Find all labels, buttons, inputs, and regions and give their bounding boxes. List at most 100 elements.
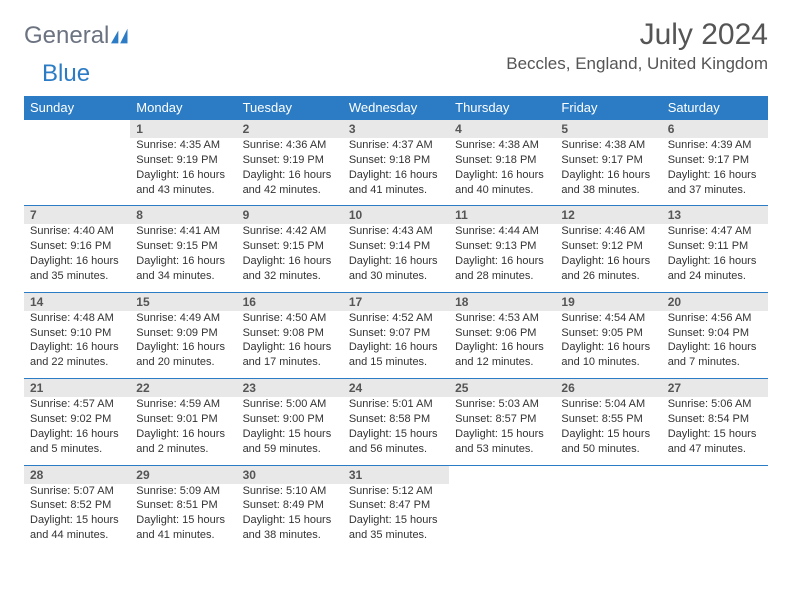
day-cell: Sunrise: 4:41 AMSunset: 9:15 PMDaylight:… [130,224,236,292]
day-cell: Sunrise: 4:48 AMSunset: 9:10 PMDaylight:… [24,311,130,379]
sunset-line: Sunset: 9:19 PM [136,153,230,168]
sunset-line: Sunset: 9:13 PM [455,239,549,254]
sunset-line: Sunset: 8:54 PM [668,412,762,427]
day-number: 14 [24,292,130,311]
day-info-row: Sunrise: 5:07 AMSunset: 8:52 PMDaylight:… [24,484,768,551]
daylight-line: Daylight: 15 hours and 53 minutes. [455,427,549,457]
sunset-line: Sunset: 8:57 PM [455,412,549,427]
sunrise-line: Sunrise: 4:41 AM [136,224,230,239]
day-number: 24 [343,379,449,398]
day-header: Friday [555,96,661,120]
logo-text-1: General [24,22,109,50]
day-number: 13 [662,206,768,225]
day-header: Thursday [449,96,555,120]
daylight-line: Daylight: 15 hours and 38 minutes. [243,513,337,543]
day-number: 20 [662,292,768,311]
sunset-line: Sunset: 8:58 PM [349,412,443,427]
sunrise-line: Sunrise: 4:59 AM [136,397,230,412]
day-info-row: Sunrise: 4:40 AMSunset: 9:16 PMDaylight:… [24,224,768,292]
sunrise-line: Sunrise: 4:38 AM [455,138,549,153]
day-cell: Sunrise: 4:44 AMSunset: 9:13 PMDaylight:… [449,224,555,292]
daylight-line: Daylight: 16 hours and 41 minutes. [349,168,443,198]
sunset-line: Sunset: 9:01 PM [136,412,230,427]
day-number-row: 21222324252627 [24,379,768,398]
sunset-line: Sunset: 9:11 PM [668,239,762,254]
day-number: 3 [343,120,449,139]
calendar-table: SundayMondayTuesdayWednesdayThursdayFrid… [24,96,768,551]
sunset-line: Sunset: 9:04 PM [668,326,762,341]
day-header-row: SundayMondayTuesdayWednesdayThursdayFrid… [24,96,768,120]
sunrise-line: Sunrise: 5:07 AM [30,484,124,499]
daylight-line: Daylight: 16 hours and 10 minutes. [561,340,655,370]
day-cell: Sunrise: 5:09 AMSunset: 8:51 PMDaylight:… [130,484,236,551]
sunrise-line: Sunrise: 5:01 AM [349,397,443,412]
title-block: July 2024 Beccles, England, United Kingd… [506,18,768,74]
sunset-line: Sunset: 8:55 PM [561,412,655,427]
day-cell: Sunrise: 4:53 AMSunset: 9:06 PMDaylight:… [449,311,555,379]
day-cell: Sunrise: 4:39 AMSunset: 9:17 PMDaylight:… [662,138,768,206]
day-number: 28 [24,465,130,484]
daylight-line: Daylight: 15 hours and 50 minutes. [561,427,655,457]
daylight-line: Daylight: 15 hours and 47 minutes. [668,427,762,457]
day-number: 2 [237,120,343,139]
day-number: 4 [449,120,555,139]
sunrise-line: Sunrise: 5:06 AM [668,397,762,412]
day-cell [555,484,661,551]
day-number: 1 [130,120,236,139]
sunset-line: Sunset: 9:17 PM [561,153,655,168]
daylight-line: Daylight: 15 hours and 56 minutes. [349,427,443,457]
day-header: Wednesday [343,96,449,120]
sunrise-line: Sunrise: 5:12 AM [349,484,443,499]
sunset-line: Sunset: 9:19 PM [243,153,337,168]
day-cell: Sunrise: 4:40 AMSunset: 9:16 PMDaylight:… [24,224,130,292]
day-cell: Sunrise: 4:50 AMSunset: 9:08 PMDaylight:… [237,311,343,379]
sunrise-line: Sunrise: 5:00 AM [243,397,337,412]
day-number [555,465,661,484]
daylight-line: Daylight: 16 hours and 40 minutes. [455,168,549,198]
day-number: 18 [449,292,555,311]
day-number-row: 123456 [24,120,768,139]
day-number [449,465,555,484]
sunset-line: Sunset: 9:12 PM [561,239,655,254]
sunrise-line: Sunrise: 4:36 AM [243,138,337,153]
day-cell: Sunrise: 4:54 AMSunset: 9:05 PMDaylight:… [555,311,661,379]
day-number: 17 [343,292,449,311]
daylight-line: Daylight: 16 hours and 2 minutes. [136,427,230,457]
sunset-line: Sunset: 9:00 PM [243,412,337,427]
daylight-line: Daylight: 15 hours and 59 minutes. [243,427,337,457]
day-number: 8 [130,206,236,225]
day-number: 9 [237,206,343,225]
day-cell: Sunrise: 4:47 AMSunset: 9:11 PMDaylight:… [662,224,768,292]
day-cell: Sunrise: 4:59 AMSunset: 9:01 PMDaylight:… [130,397,236,465]
daylight-line: Daylight: 15 hours and 44 minutes. [30,513,124,543]
sunset-line: Sunset: 9:06 PM [455,326,549,341]
day-number: 6 [662,120,768,139]
day-cell: Sunrise: 4:46 AMSunset: 9:12 PMDaylight:… [555,224,661,292]
day-cell: Sunrise: 5:12 AMSunset: 8:47 PMDaylight:… [343,484,449,551]
day-number: 26 [555,379,661,398]
daylight-line: Daylight: 16 hours and 34 minutes. [136,254,230,284]
daylight-line: Daylight: 16 hours and 38 minutes. [561,168,655,198]
daylight-line: Daylight: 16 hours and 22 minutes. [30,340,124,370]
day-cell: Sunrise: 4:42 AMSunset: 9:15 PMDaylight:… [237,224,343,292]
sunrise-line: Sunrise: 4:35 AM [136,138,230,153]
day-cell: Sunrise: 4:37 AMSunset: 9:18 PMDaylight:… [343,138,449,206]
day-cell [449,484,555,551]
day-number: 7 [24,206,130,225]
daylight-line: Daylight: 16 hours and 20 minutes. [136,340,230,370]
day-header: Monday [130,96,236,120]
sunrise-line: Sunrise: 5:03 AM [455,397,549,412]
day-number: 31 [343,465,449,484]
daylight-line: Daylight: 16 hours and 7 minutes. [668,340,762,370]
day-cell: Sunrise: 4:35 AMSunset: 9:19 PMDaylight:… [130,138,236,206]
sunset-line: Sunset: 9:05 PM [561,326,655,341]
day-number: 30 [237,465,343,484]
day-cell: Sunrise: 5:10 AMSunset: 8:49 PMDaylight:… [237,484,343,551]
day-cell: Sunrise: 4:56 AMSunset: 9:04 PMDaylight:… [662,311,768,379]
sunset-line: Sunset: 8:52 PM [30,498,124,513]
day-number: 23 [237,379,343,398]
day-cell: Sunrise: 5:00 AMSunset: 9:00 PMDaylight:… [237,397,343,465]
logo-text-2: Blue [42,60,90,88]
daylight-line: Daylight: 16 hours and 32 minutes. [243,254,337,284]
day-info-row: Sunrise: 4:57 AMSunset: 9:02 PMDaylight:… [24,397,768,465]
